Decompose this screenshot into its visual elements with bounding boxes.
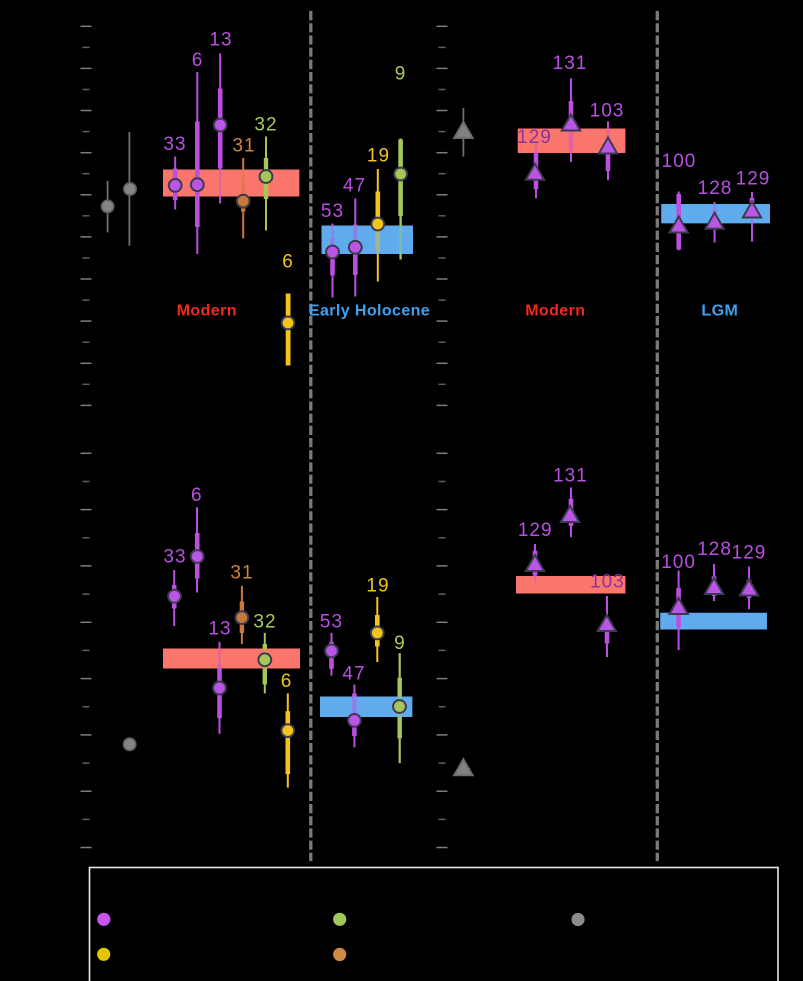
svg-text:31: 31 (230, 562, 253, 583)
svg-text:129: 129 (517, 127, 552, 148)
svg-text:32: 32 (253, 611, 276, 632)
svg-text:47: 47 (343, 175, 366, 196)
svg-text:131: 131 (553, 465, 588, 486)
svg-text:53: 53 (321, 201, 344, 222)
svg-text:128: 128 (697, 539, 732, 560)
svg-text:129: 129 (732, 542, 767, 563)
svg-text:33: 33 (163, 546, 186, 567)
svg-text:131: 131 (553, 53, 588, 74)
svg-text:6: 6 (191, 485, 203, 506)
svg-text:13: 13 (208, 618, 231, 639)
svg-text:103: 103 (590, 100, 625, 121)
svg-text:47: 47 (342, 663, 365, 684)
svg-text:Modern: Modern (525, 303, 585, 320)
svg-text:129: 129 (736, 168, 771, 189)
svg-text:128: 128 (698, 178, 733, 199)
svg-text:31: 31 (232, 135, 255, 156)
svg-text:19: 19 (366, 575, 389, 596)
svg-text:129: 129 (518, 520, 553, 541)
svg-text:33: 33 (163, 134, 186, 155)
svg-text:9: 9 (394, 633, 406, 654)
svg-text:6: 6 (282, 251, 294, 272)
svg-text:Early Holocene: Early Holocene (309, 303, 430, 320)
svg-text:19: 19 (367, 145, 390, 166)
svg-text:6: 6 (192, 50, 204, 71)
svg-text:9: 9 (395, 63, 407, 84)
svg-text:6: 6 (281, 671, 293, 692)
svg-text:100: 100 (661, 552, 696, 573)
svg-text:100: 100 (662, 151, 697, 172)
svg-text:Modern: Modern (177, 303, 237, 320)
svg-text:13: 13 (209, 29, 232, 50)
svg-text:103: 103 (590, 571, 625, 592)
svg-text:53: 53 (320, 611, 343, 632)
svg-text:LGM: LGM (701, 303, 738, 320)
svg-text:32: 32 (254, 114, 277, 135)
